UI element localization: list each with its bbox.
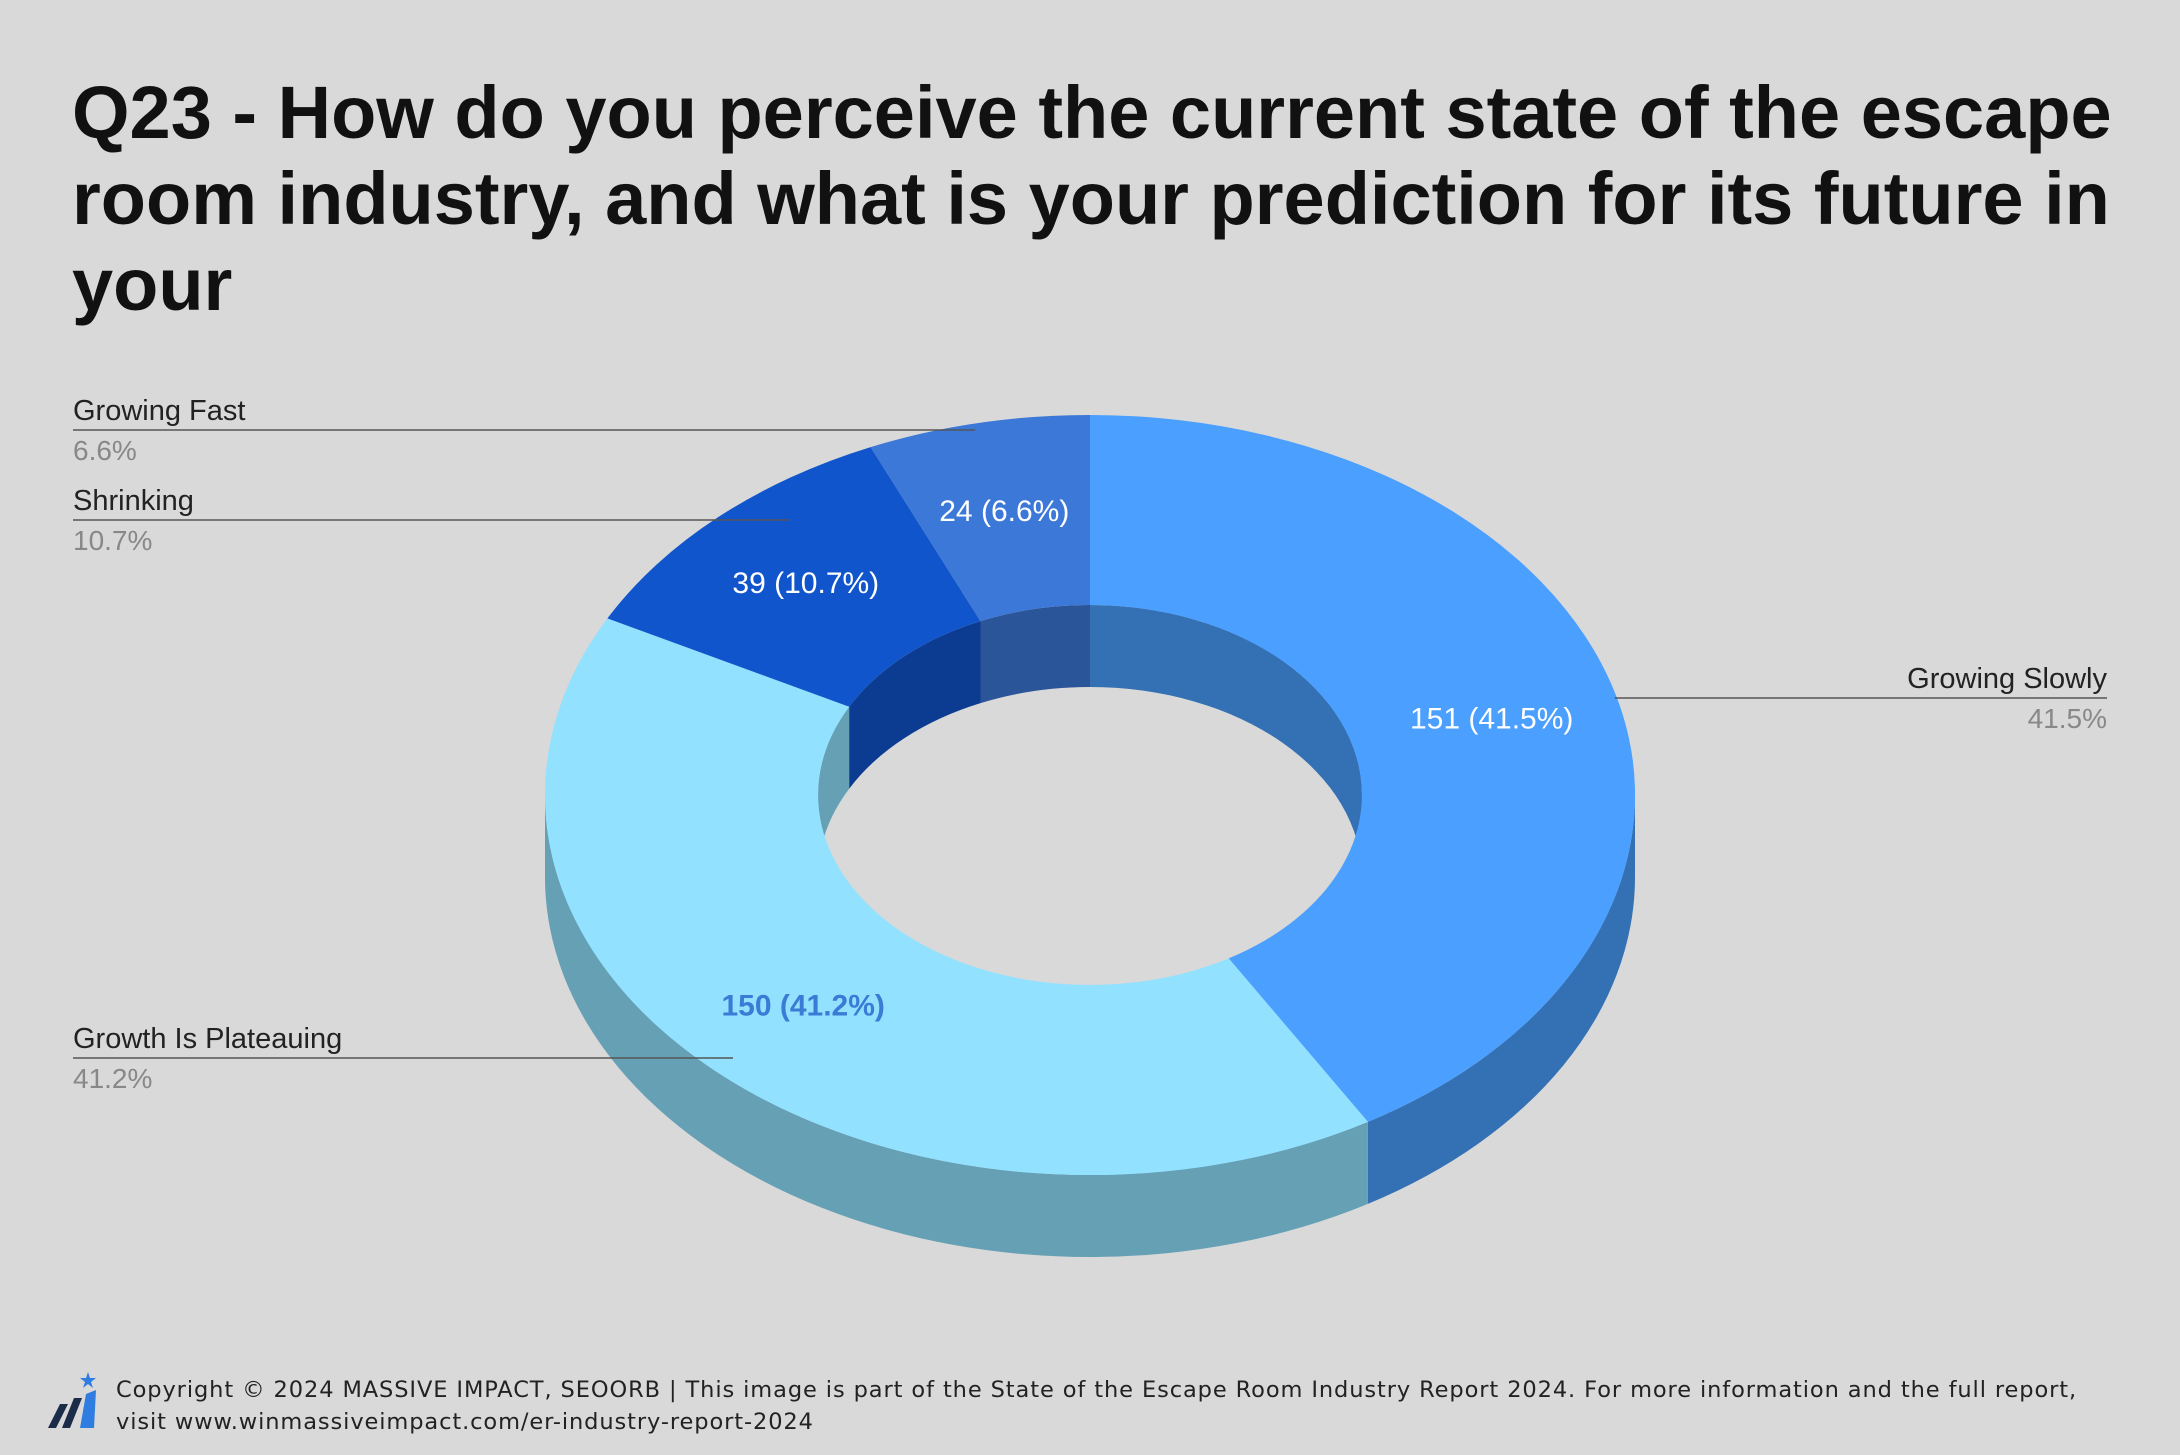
slice-growth-is-plateauing <box>544 618 1368 1176</box>
callout-percent-growing-fast: 6.6% <box>73 435 137 466</box>
inner-wall-growth-is-plateauing <box>818 706 850 877</box>
inner-wall-growing-fast <box>980 605 1090 704</box>
donut-chart: 151 (41.5%) 150 (41.2%) 39 (10.7%) 24 (6.6%… <box>73 395 2107 1258</box>
outer-wall-growing-slowly <box>1367 795 1635 1204</box>
inner-wall-growing-slowly <box>1090 605 1362 877</box>
callout-percent-shrinking: 10.7% <box>73 525 152 556</box>
copyright-text: Copyright © 2024 MASSIVE IMPACT, SEOORB … <box>116 1374 2156 1438</box>
slice-growing-slowly <box>1090 415 1636 1122</box>
massive-impact-logo-icon <box>48 1372 96 1428</box>
data-label-growing-fast: 24 (6.6%) <box>939 495 1069 528</box>
copyright-line-2: visit www.winmassiveimpact.com/er-indust… <box>116 1409 814 1435</box>
data-label-growing-slowly: 151 (41.5%) <box>1410 702 1573 735</box>
slice-shrinking <box>607 447 981 707</box>
chart-title: Q23 - How do you perceive the current st… <box>72 71 2112 326</box>
callout-label-growing-fast: Growing Fast <box>73 395 245 427</box>
callout-label-shrinking: Shrinking <box>73 485 194 517</box>
callout-label-growing-slowly: Growing Slowly <box>1907 663 2107 695</box>
slice-growing-fast <box>870 414 1090 622</box>
copyright-line-1: Copyright © 2024 MASSIVE IMPACT, SEOORB … <box>116 1377 2078 1403</box>
inner-wall-shrinking <box>849 621 981 789</box>
footer: Copyright © 2024 MASSIVE IMPACT, SEOORB … <box>0 1360 2180 1455</box>
outer-wall-growth-is-plateauing <box>545 795 1368 1258</box>
callout-label-growth-is-plateauing: Growth Is Plateauing <box>73 1023 342 1055</box>
callout-percent-growth-is-plateauing: 41.2% <box>73 1063 152 1094</box>
data-label-shrinking: 39 (10.7%) <box>732 567 879 600</box>
callout-percent-growing-slowly: 41.5% <box>2028 703 2107 734</box>
data-label-growth-is-plateauing: 150 (41.2%) <box>721 989 884 1022</box>
